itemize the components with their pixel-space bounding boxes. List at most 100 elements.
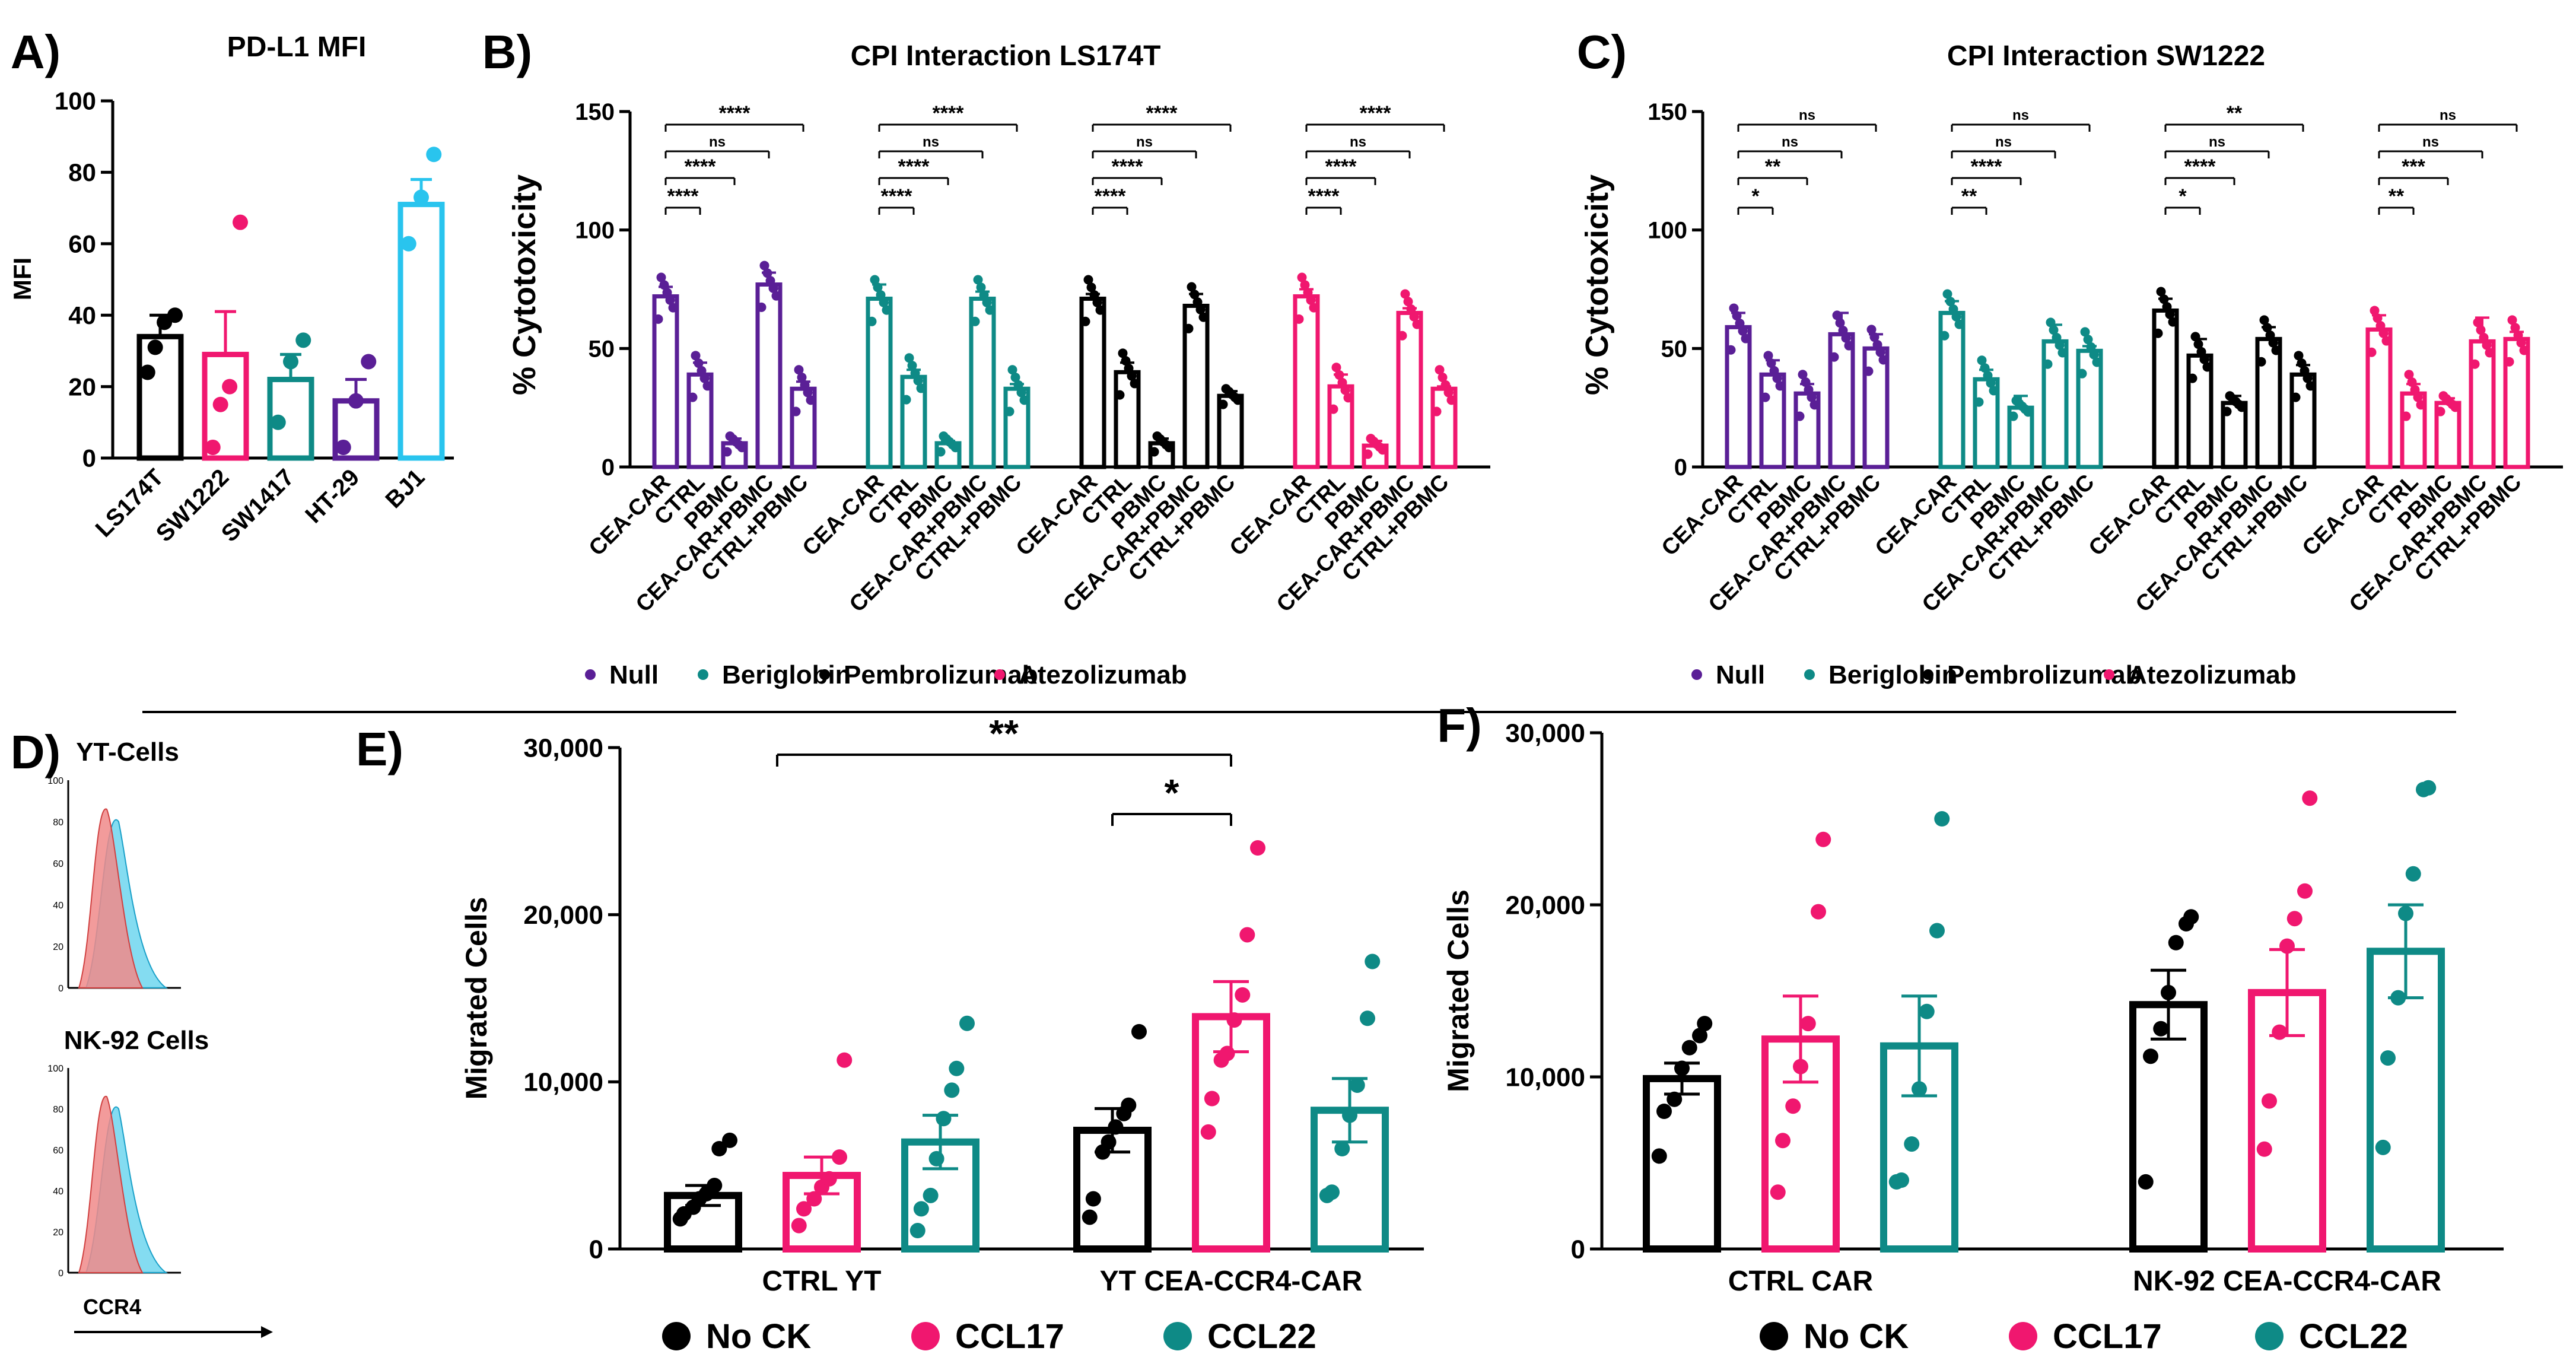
data-point <box>698 669 708 680</box>
data-point <box>1667 1091 1683 1107</box>
y-tick-label: 0 <box>602 454 615 481</box>
data-point <box>2055 340 2065 350</box>
bar <box>2129 1001 2208 1253</box>
legend-label: CCL22 <box>1207 1317 1316 1356</box>
data-point <box>1807 392 1817 402</box>
data-point <box>1294 314 1304 324</box>
data-point <box>2435 406 2445 417</box>
data-point <box>973 275 983 285</box>
y-tick-label: 80 <box>68 158 96 186</box>
data-point <box>711 1141 727 1156</box>
x-tick-label: YT CEA-CCR4-CAR <box>1100 1266 1363 1297</box>
significance-label: ns <box>1350 134 1366 150</box>
y-tick-label: 0 <box>82 444 96 472</box>
panel-c: C) CPI Interaction SW1222 0 50 100 150 % Cytot… <box>1577 26 2563 617</box>
data-point <box>2052 332 2062 342</box>
significance-label: ns <box>923 134 939 150</box>
data-point <box>1337 377 1347 387</box>
data-point <box>2300 365 2310 376</box>
data-point <box>959 1015 975 1031</box>
data-point <box>2519 345 2529 355</box>
data-point <box>1334 1141 1350 1156</box>
data-point <box>1218 399 1228 409</box>
data-point <box>2265 330 2275 340</box>
data-point <box>1239 927 1255 943</box>
data-point <box>2370 306 2380 316</box>
flow-tick: 0 <box>58 984 63 994</box>
y-tick-label: 100 <box>55 87 96 115</box>
data-point <box>1309 303 1319 313</box>
data-point <box>1365 953 1381 970</box>
panel-b: B) CPI Interaction LS174T 0 50 100 150 % Cytot… <box>482 26 1490 617</box>
data-point <box>882 305 892 315</box>
data-point <box>1809 400 1820 410</box>
data-point <box>1735 319 1745 329</box>
data-point <box>2380 1050 2396 1066</box>
data-point <box>1328 404 1338 414</box>
legend-label: CCL17 <box>955 1317 1064 1356</box>
data-point <box>1306 295 1316 305</box>
data-point <box>2375 320 2386 330</box>
data-point <box>907 361 917 371</box>
bar <box>2186 353 2214 469</box>
data-point <box>1951 311 1961 322</box>
significance-label: ns <box>2209 134 2225 150</box>
y-tick-label: 20 <box>68 373 96 400</box>
data-point <box>1829 352 1839 362</box>
data-point <box>1019 395 1029 405</box>
significance-label: ** <box>1765 155 1781 178</box>
data-point <box>1974 397 1984 407</box>
data-point <box>909 1223 926 1239</box>
data-point <box>1769 365 1779 376</box>
data-point <box>2297 883 2313 899</box>
flow-tick: 100 <box>47 776 63 786</box>
data-point <box>1324 1184 1340 1200</box>
y-tick-label: 100 <box>575 218 615 244</box>
data-point <box>233 214 248 230</box>
data-point <box>1656 1104 1672 1119</box>
significance-label: ns <box>1995 134 2012 150</box>
data-point <box>1775 381 1785 391</box>
data-point <box>2286 911 2303 927</box>
y-tick-label: 10,000 <box>523 1068 603 1097</box>
significance-label: **** <box>898 155 930 178</box>
data-point <box>2104 669 2114 680</box>
data-point <box>2222 406 2232 417</box>
data-point <box>1785 1098 1801 1114</box>
data-point <box>2168 934 2184 951</box>
data-point <box>2183 909 2199 925</box>
data-point <box>668 303 678 313</box>
data-point <box>1446 395 1456 405</box>
data-point <box>979 290 989 300</box>
y-tick-label: 20,000 <box>1505 891 1585 920</box>
data-point <box>2476 325 2486 335</box>
data-point <box>1697 1016 1713 1032</box>
significance-label: ** <box>989 712 1019 755</box>
data-point <box>1977 355 1987 365</box>
data-point <box>1986 378 1996 388</box>
data-point <box>1775 1133 1791 1149</box>
data-point <box>970 316 980 326</box>
significance-label: **** <box>667 185 699 208</box>
data-point <box>1118 348 1128 358</box>
data-point <box>803 387 813 398</box>
data-point <box>1007 365 1017 375</box>
significance-label: ns <box>2440 107 2456 123</box>
significance-label: **** <box>1112 155 1144 178</box>
data-point <box>2161 984 2176 1000</box>
data-point <box>916 383 926 393</box>
data-point <box>2143 1048 2158 1064</box>
data-point <box>1732 311 1742 321</box>
flow-tick: 40 <box>53 901 63 911</box>
data-point <box>949 1060 965 1076</box>
data-point <box>426 147 442 163</box>
flow-title: YT-Cells <box>76 738 179 767</box>
significance-label: ns <box>1136 134 1153 150</box>
y-tick-label: 20,000 <box>523 901 603 930</box>
data-point <box>212 396 228 412</box>
data-point <box>2043 359 2053 369</box>
x-tick-label: NK-92 CEA-CCR4-CAR <box>2133 1266 2441 1297</box>
data-point <box>2305 381 2316 391</box>
